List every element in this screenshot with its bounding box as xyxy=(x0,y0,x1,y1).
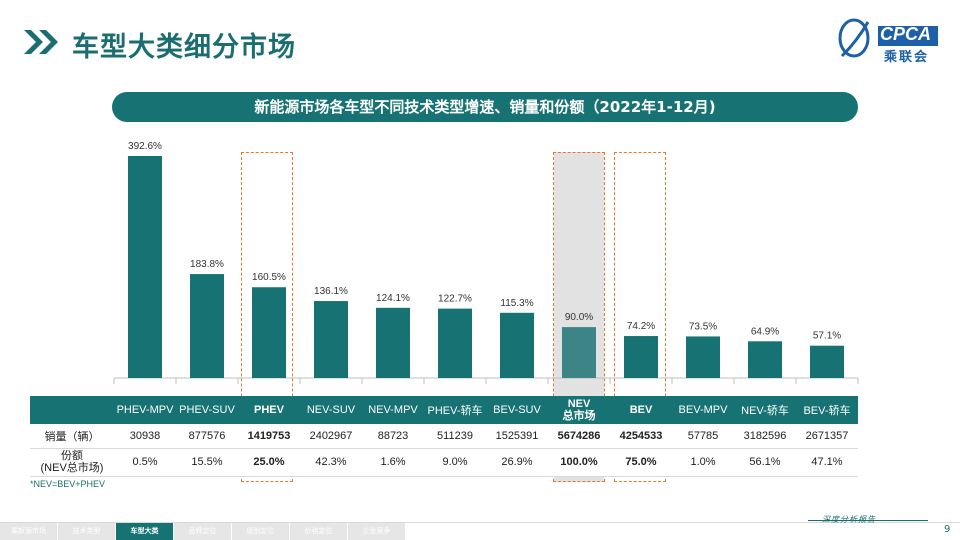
table-cell: 1419753 xyxy=(238,424,300,449)
table-header: BEV-MPV xyxy=(672,396,734,424)
table-cell: 9.0% xyxy=(424,448,486,477)
bar-value-label: 57.1% xyxy=(813,331,841,342)
table-header: PHEV xyxy=(238,396,300,424)
table-cell: 47.1% xyxy=(796,448,858,477)
phev-highlight-box xyxy=(241,152,293,482)
page-number: 9 xyxy=(944,524,951,535)
table-cell: 100.0% xyxy=(548,448,610,477)
section-nav: 乘新源市场 技术类型 车型大类 品牌定位 级别定位 价格定位 企业竞争 xyxy=(0,523,406,540)
bar xyxy=(810,345,844,378)
table-cell: 15.5% xyxy=(176,448,238,477)
bar xyxy=(190,274,224,378)
table-cell: 4254533 xyxy=(610,424,672,449)
sales-share-table: PHEV-MPV PHEV-SUV PHEV NEV-SUV NEV-MPV P… xyxy=(30,396,858,477)
table-cell: 1.0% xyxy=(672,448,734,477)
logo-subtitle: 乘联会 xyxy=(884,50,930,65)
table-cell: 56.1% xyxy=(734,448,796,477)
nav-item[interactable]: 技术类型 xyxy=(58,523,116,540)
table-cell: 88723 xyxy=(362,424,424,449)
tagline-underline xyxy=(808,520,928,521)
bar-value-label: 122.7% xyxy=(438,294,472,305)
table-cell: 5674286 xyxy=(548,424,610,449)
table-cell: 25.0% xyxy=(238,448,300,477)
nav-item[interactable]: 企业竞争 xyxy=(348,523,406,540)
table-cell: 1.6% xyxy=(362,448,424,477)
table-row: 销量（辆） 30938 877576 1419753 2402967 88723… xyxy=(30,424,858,449)
table-cell: 26.9% xyxy=(486,448,548,477)
row-label: 份额 (NEV总市场) xyxy=(30,448,114,477)
nav-item[interactable]: 价格定位 xyxy=(290,523,348,540)
table-cell: 3182596 xyxy=(734,424,796,449)
bev-highlight-box xyxy=(614,152,666,482)
bar xyxy=(500,312,534,378)
bar xyxy=(314,301,348,378)
table-header: NEV 总市场 xyxy=(548,396,610,424)
table-cell: 877576 xyxy=(176,424,238,449)
bar-value-label: 73.5% xyxy=(689,321,717,332)
table-header: BEV-轿车 xyxy=(796,396,858,424)
page-title: 车型大类细分市场 xyxy=(72,32,296,63)
footnote: *NEV=BEV+PHEV xyxy=(30,479,106,489)
bar xyxy=(376,307,410,378)
cpca-logo-icon xyxy=(838,18,938,58)
nav-item-active[interactable]: 车型大类 xyxy=(116,523,174,540)
nav-item[interactable]: 级别定位 xyxy=(232,523,290,540)
table-cell: 30938 xyxy=(114,424,176,449)
bar-value-label: 115.3% xyxy=(500,298,533,309)
row-label: 销量（辆） xyxy=(30,424,114,449)
table-header: BEV xyxy=(610,396,672,424)
table-cell: 42.3% xyxy=(300,448,362,477)
table-cell: 1525391 xyxy=(486,424,548,449)
table-cell: 57785 xyxy=(672,424,734,449)
table-header: NEV-SUV xyxy=(300,396,362,424)
nav-item[interactable]: 乘新源市场 xyxy=(0,523,58,540)
chart-title-banner: 新能源市场各车型不同技术类型增速、销量和份额（2022年1-12月) xyxy=(112,92,858,122)
table-cell: 511239 xyxy=(424,424,486,449)
logo-text: CPCA xyxy=(880,24,932,44)
table-cell: 2402967 xyxy=(300,424,362,449)
table-cell: 75.0% xyxy=(610,448,672,477)
bar xyxy=(438,308,472,378)
bar xyxy=(686,336,720,378)
table-cell: 2671357 xyxy=(796,424,858,449)
footer-divider xyxy=(0,522,960,523)
table-header: PHEV-SUV xyxy=(176,396,238,424)
table-header: PHEV-轿车 xyxy=(424,396,486,424)
bar-value-label: 124.1% xyxy=(376,293,410,304)
nev-highlight-box xyxy=(553,152,605,482)
table-row: 份额 (NEV总市场) 0.5% 15.5% 25.0% 42.3% 1.6% … xyxy=(30,448,858,477)
bar-value-label: 392.6% xyxy=(128,141,162,152)
nav-item[interactable]: 品牌定位 xyxy=(174,523,232,540)
table-header: BEV-SUV xyxy=(486,396,548,424)
table-corner xyxy=(30,396,114,424)
table-cell: 0.5% xyxy=(114,448,176,477)
bar xyxy=(748,341,782,378)
table-header: NEV-MPV xyxy=(362,396,424,424)
double-chevron-icon xyxy=(24,30,58,54)
tagline: 深度分析报告 xyxy=(822,515,876,524)
bar-value-label: 183.8% xyxy=(190,259,224,270)
bar-value-label: 64.9% xyxy=(751,326,779,337)
bar xyxy=(128,156,162,378)
table-header: NEV-轿车 xyxy=(734,396,796,424)
bar-value-label: 136.1% xyxy=(314,286,348,297)
header: 车型大类细分市场 CPCA 乘联会 xyxy=(0,0,960,70)
table-header: PHEV-MPV xyxy=(114,396,176,424)
table-header-row: PHEV-MPV PHEV-SUV PHEV NEV-SUV NEV-MPV P… xyxy=(30,396,858,424)
